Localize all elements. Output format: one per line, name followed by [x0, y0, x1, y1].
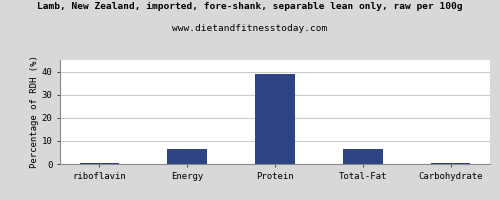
Text: www.dietandfitnesstoday.com: www.dietandfitnesstoday.com	[172, 24, 328, 33]
Bar	[343, 149, 382, 164]
Bar	[255, 74, 295, 164]
Y-axis label: Percentage of RDH (%): Percentage of RDH (%)	[30, 56, 39, 168]
Bar	[431, 163, 470, 164]
Bar	[80, 163, 119, 164]
Text: Lamb, New Zealand, imported, fore-shank, separable lean only, raw per 100g: Lamb, New Zealand, imported, fore-shank,…	[37, 2, 463, 11]
Bar	[168, 149, 207, 164]
